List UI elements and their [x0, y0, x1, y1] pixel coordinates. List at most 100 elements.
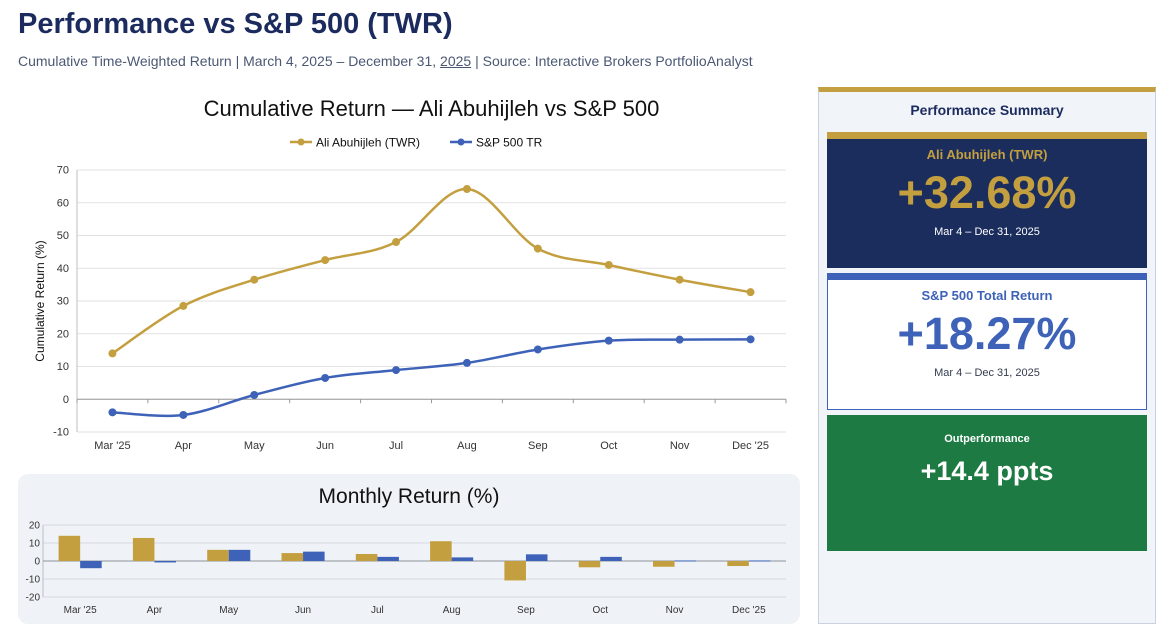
bar-x-tick-label-dec-25: Dec '25 — [732, 605, 766, 616]
bar-ali-abuhijleh-twr-apr — [132, 537, 155, 561]
bar-x-tick-label-jul: Jul — [371, 605, 384, 616]
point-ali-abuhijleh-twr-may — [250, 275, 259, 284]
bar-s-p-500-tr-mar-25 — [80, 561, 102, 569]
performance-summary-panel: Performance Summary Ali Abuhijleh (TWR) … — [818, 87, 1156, 624]
y-tick-label: 40 — [57, 263, 69, 275]
bar-y-tick-label: 20 — [29, 521, 41, 532]
point-s-p-500-tr-apr — [179, 410, 188, 419]
sp-card-date: Mar 4 – Dec 31, 2025 — [934, 366, 1040, 379]
y-tick-label: 0 — [63, 394, 69, 406]
bar-s-p-500-tr-nov — [674, 560, 697, 562]
bar-y-tick-label: 0 — [34, 557, 40, 568]
bar-x-tick-label-mar-25: Mar '25 — [64, 605, 97, 616]
sp-card-value: +18.27% — [897, 308, 1077, 359]
x-tick-label-may: May — [244, 440, 265, 452]
legend-label-ali-abuhijleh-twr: Ali Abuhijleh (TWR) — [316, 136, 420, 150]
point-ali-abuhijleh-twr-dec-25 — [746, 288, 755, 297]
bar-s-p-500-tr-oct — [600, 556, 622, 561]
bar-s-p-500-tr-sep — [525, 554, 548, 561]
legend-marker-ali-abuhijleh-twr — [297, 138, 305, 146]
legend-marker-s-p-500-tr — [457, 138, 465, 146]
x-tick-label-aug: Aug — [457, 440, 477, 452]
point-ali-abuhijleh-twr-aug — [462, 184, 471, 193]
legend-ali-abuhijleh-twr: Ali Abuhijleh (TWR) — [290, 136, 420, 150]
subtitle-source: | Source: Interactive Brokers PortfolioA… — [475, 53, 753, 69]
subtitle-year: 2025 — [440, 53, 472, 69]
summary-title: Performance Summary — [910, 102, 1064, 118]
bar-chart-title: Monthly Return (%) — [319, 485, 500, 508]
subtitle-range: Cumulative Time-Weighted Return | March … — [18, 53, 437, 69]
bar-x-tick-label-aug: Aug — [443, 605, 461, 616]
series-line-s-p-500-tr — [112, 338, 751, 418]
ali-card-label: Ali Abuhijleh (TWR) — [926, 147, 1048, 162]
bar-x-tick-label-apr: Apr — [147, 605, 163, 616]
bar-s-p-500-tr-dec-25 — [748, 560, 771, 562]
bar-ali-abuhijleh-twr-may — [207, 549, 229, 561]
bar-ali-abuhijleh-twr-mar-25 — [58, 535, 81, 561]
x-tick-label-nov: Nov — [670, 440, 690, 452]
y-tick-label: 70 — [57, 165, 69, 177]
bar-y-tick-label: -20 — [26, 593, 41, 604]
ali-card-value: +32.68% — [897, 167, 1077, 218]
legend-label-s-p-500-tr: S&P 500 TR — [476, 136, 543, 150]
ali-card-date: Mar 4 – Dec 31, 2025 — [934, 225, 1040, 238]
bar-x-tick-label-jun: Jun — [295, 605, 311, 616]
point-ali-abuhijleh-twr-jul — [392, 238, 401, 247]
point-ali-abuhijleh-twr-mar-25 — [108, 349, 117, 358]
point-s-p-500-tr-dec-25 — [746, 335, 755, 344]
point-ali-abuhijleh-twr-jun — [321, 256, 330, 265]
bar-s-p-500-tr-jul — [377, 556, 399, 561]
out-card-value: +14.4 ppts — [920, 456, 1054, 486]
bar-s-p-500-tr-jun — [303, 551, 325, 561]
sp500-return-card: S&P 500 Total Return +18.27% Mar 4 – Dec… — [827, 273, 1147, 410]
x-tick-label-mar-25: Mar '25 — [94, 440, 130, 452]
bar-ali-abuhijleh-twr-sep — [504, 561, 526, 581]
bar-s-p-500-tr-aug — [451, 557, 474, 561]
point-s-p-500-tr-jul — [392, 366, 401, 375]
y-tick-label: 30 — [57, 296, 69, 308]
point-s-p-500-tr-mar-25 — [108, 408, 117, 417]
bar-s-p-500-tr-may — [228, 549, 251, 561]
point-ali-abuhijleh-twr-nov — [675, 275, 684, 284]
bar-ali-abuhijleh-twr-jun — [281, 553, 304, 561]
outperformance-card: Outperformance +14.4 ppts — [827, 415, 1147, 551]
point-s-p-500-tr-may — [250, 390, 259, 399]
point-s-p-500-tr-aug — [462, 358, 471, 367]
point-s-p-500-tr-nov — [675, 335, 684, 344]
x-tick-label-jul: Jul — [389, 440, 403, 452]
legend-s-p-500-tr: S&P 500 TR — [450, 136, 543, 150]
monthly-return-chart: Monthly Return (%) -20 -10 0 10 20 Mar '25 Apr M… — [26, 485, 786, 616]
point-s-p-500-tr-jun — [321, 373, 330, 382]
point-s-p-500-tr-sep — [533, 345, 542, 354]
x-tick-label-sep: Sep — [528, 440, 548, 452]
bar-ali-abuhijleh-twr-aug — [430, 541, 452, 561]
x-tick-label-oct: Oct — [600, 440, 617, 452]
y-tick-label: 50 — [57, 230, 69, 242]
bar-s-p-500-tr-apr — [154, 561, 176, 563]
bar-y-tick-label: -10 — [26, 575, 41, 586]
bar-x-tick-label-nov: Nov — [666, 605, 684, 616]
page-title: Performance vs S&P 500 (TWR) — [18, 8, 453, 40]
bar-ali-abuhijleh-twr-nov — [653, 561, 675, 567]
y-tick-label: 20 — [57, 328, 69, 340]
x-tick-label-jun: Jun — [316, 440, 334, 452]
sp-card-label: S&P 500 Total Return — [921, 288, 1053, 303]
chart-title: Cumulative Return — Ali Abuhijleh vs S&P… — [204, 96, 660, 121]
bar-x-tick-label-oct: Oct — [592, 605, 608, 616]
bar-x-tick-label-sep: Sep — [517, 605, 535, 616]
bar-y-tick-label: 10 — [29, 539, 41, 550]
page-subtitle: Cumulative Time-Weighted Return | March … — [18, 53, 753, 69]
bar-ali-abuhijleh-twr-oct — [578, 561, 601, 568]
y-tick-label: -10 — [53, 427, 69, 439]
x-tick-label-dec-25: Dec '25 — [732, 440, 769, 452]
y-tick-label: 60 — [57, 197, 69, 209]
point-ali-abuhijleh-twr-oct — [604, 260, 613, 269]
series-line-ali-abuhijleh-twr — [111, 187, 751, 355]
point-s-p-500-tr-oct — [604, 336, 613, 345]
point-ali-abuhijleh-twr-sep — [533, 244, 542, 253]
bar-ali-abuhijleh-twr-jul — [355, 553, 378, 561]
out-card-label: Outperformance — [944, 433, 1030, 445]
monthly-return-panel: Monthly Return (%) -20 -10 0 10 20 Mar '25 Apr M… — [18, 474, 800, 624]
bar-x-tick-label-may: May — [219, 605, 238, 616]
bar-ali-abuhijleh-twr-dec-25 — [727, 561, 749, 567]
